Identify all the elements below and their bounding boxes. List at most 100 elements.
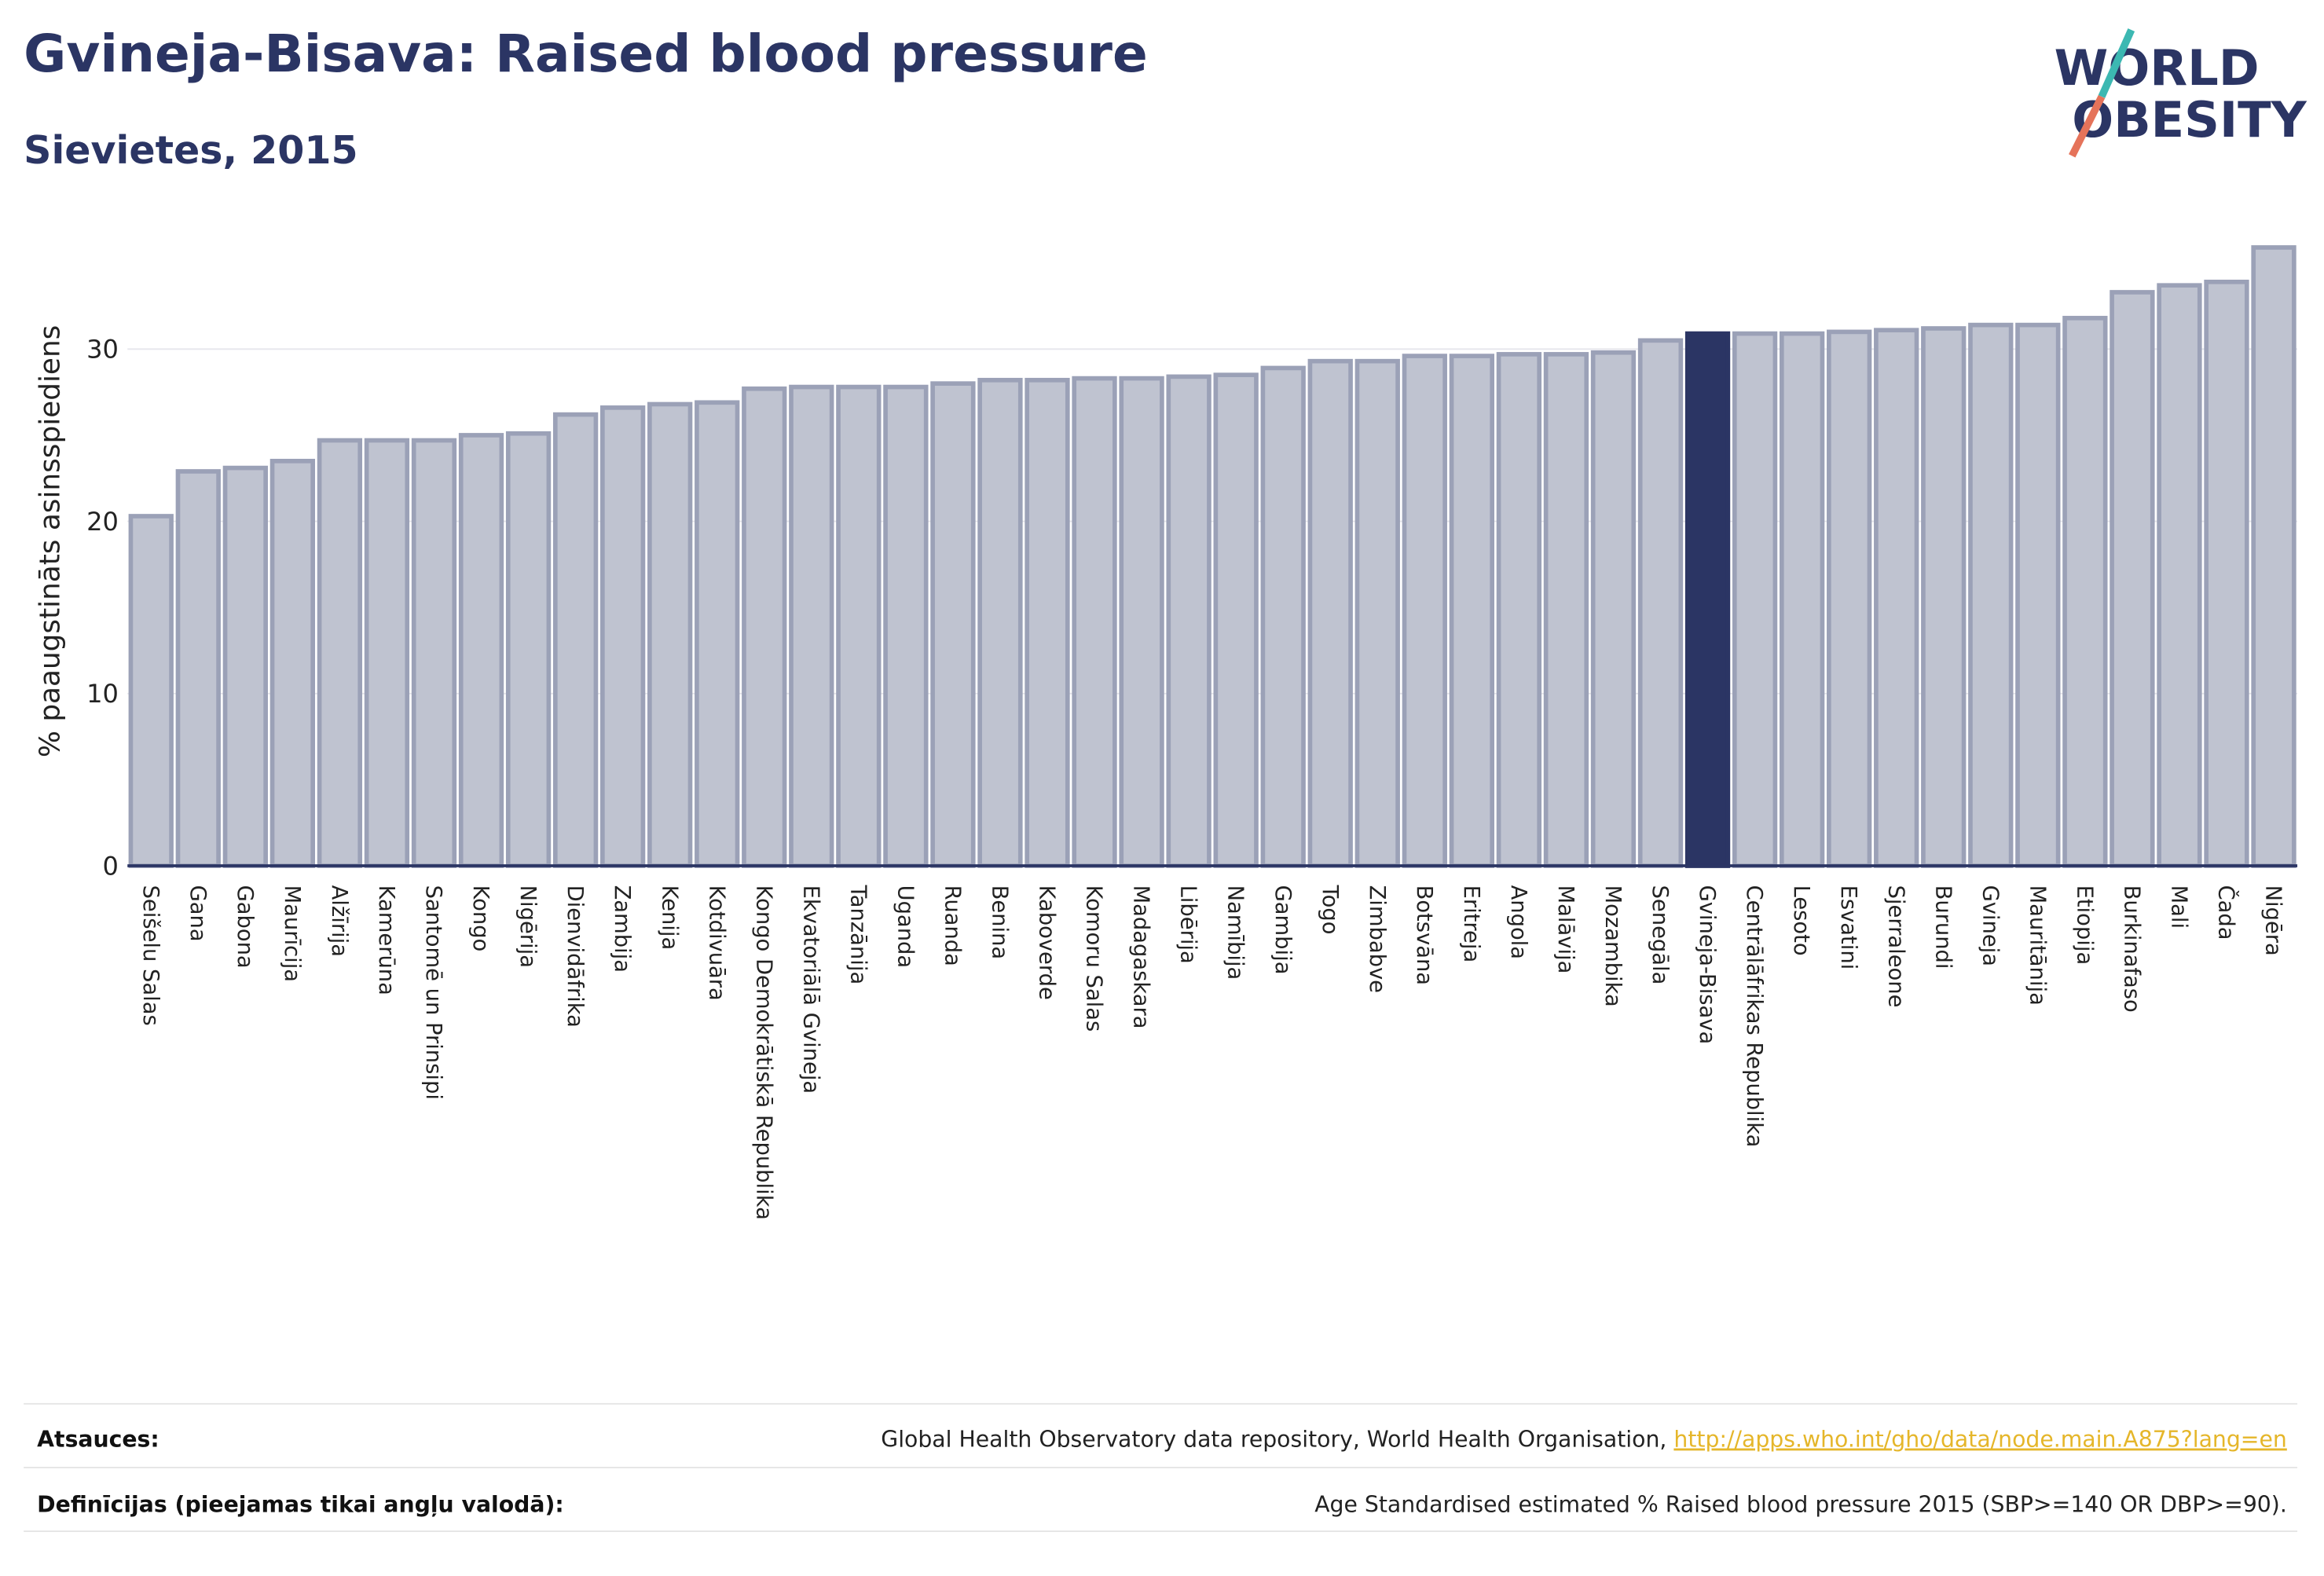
- x-tick-label: Namībija: [1223, 885, 1248, 980]
- x-tick-label: Ekvatoriālā Gvineja: [798, 885, 823, 1094]
- x-tick-label: Libērija: [1176, 885, 1200, 964]
- bar: [1590, 350, 1637, 868]
- chart-subtitle: Sievietes, 2015: [24, 127, 357, 173]
- bar: [2110, 290, 2155, 868]
- bar: [1779, 331, 1825, 868]
- bar: [1072, 376, 1117, 868]
- bar: [836, 384, 882, 868]
- y-axis-title: % paaugstināts asinsspiediens: [34, 325, 66, 757]
- x-tick-label: Etiopija: [2072, 885, 2096, 966]
- x-tick-label: Zambija: [610, 885, 634, 973]
- bar: [1354, 358, 1400, 868]
- x-tick-label: Kaboverde: [1035, 885, 1059, 1000]
- sources: Global Health Observatory data repositor…: [881, 1427, 2287, 1453]
- x-tick-label: Gana: [185, 885, 210, 942]
- x-tick-label: Gambija: [1270, 885, 1295, 975]
- x-tick-label: Mali: [2167, 885, 2191, 929]
- bar: [175, 469, 221, 868]
- bar: [2157, 283, 2202, 868]
- x-tick-label: Benina: [988, 885, 1012, 960]
- y-tick-label: 10: [86, 679, 119, 709]
- x-tick-label: Gabona: [233, 885, 257, 969]
- bar: [1921, 326, 1967, 868]
- sources-label: Atsauces:: [37, 1427, 159, 1453]
- bar: [458, 433, 504, 868]
- logo-line2: OBESITY: [2072, 91, 2307, 148]
- bar: [269, 458, 316, 868]
- bar: [695, 400, 740, 868]
- x-tick-label: Senegāla: [1648, 885, 1672, 985]
- x-tick-label: Nigēra: [2261, 885, 2286, 956]
- bar: [128, 514, 174, 868]
- x-tick-label: Nigērija: [515, 885, 540, 968]
- x-tick-label: Dienvidāfrika: [563, 885, 587, 1028]
- x-tick-label: Zimbabve: [1365, 885, 1389, 993]
- bar: [930, 381, 976, 868]
- x-tick-label: Sjerraleone: [1883, 885, 1908, 1008]
- x-tick-label: Lesoto: [1789, 885, 1813, 956]
- y-tick-label: 0: [103, 851, 119, 881]
- bar: [1874, 328, 1919, 868]
- x-tick-label: Esvatini: [1836, 885, 1860, 970]
- bar: [1402, 354, 1447, 868]
- bar: [552, 412, 599, 868]
- x-tick-label: Angola: [1506, 885, 1530, 959]
- bar: [789, 384, 834, 868]
- bar: [1025, 377, 1070, 868]
- x-tick-label: Kongo: [468, 885, 493, 952]
- y-tick-label: 30: [86, 335, 119, 365]
- sources-text: Global Health Observatory data repositor…: [881, 1427, 1666, 1453]
- bar: [222, 465, 268, 868]
- bar: [1449, 354, 1495, 868]
- bar: [1307, 358, 1353, 868]
- bar: [1968, 322, 2014, 868]
- bar: [1637, 338, 1684, 868]
- chart-title: Gvineja-Bisava: Raised blood pressure: [24, 24, 1148, 84]
- bar: [1166, 374, 1211, 868]
- x-tick-label: Burundi: [1930, 885, 1955, 969]
- bar: [647, 401, 693, 868]
- x-tick-label: Centrālāfrikas Republika: [1742, 885, 1766, 1148]
- x-tick-label: Uganda: [893, 885, 917, 969]
- bar: [977, 377, 1023, 868]
- bar: [2251, 245, 2297, 868]
- bar: [1732, 331, 1778, 868]
- x-tick-label: Kongo Demokrātiskā Republika: [751, 885, 775, 1220]
- y-tick-label: 20: [86, 507, 119, 537]
- bar: [1213, 372, 1259, 868]
- x-tick-label: Alžīrija: [327, 885, 351, 957]
- bar: [883, 384, 929, 868]
- logo-slash: [2069, 94, 2106, 158]
- x-tick-label: Seišelu Salas: [138, 885, 163, 1026]
- x-tick-label: Botsvāna: [1412, 885, 1436, 985]
- x-tick-label: Kamerūna: [374, 885, 398, 995]
- bar: [1827, 329, 1872, 868]
- logo-slash: [2098, 28, 2135, 98]
- bar: [2015, 322, 2061, 868]
- bar: [1260, 365, 1306, 868]
- bar: [2062, 316, 2108, 868]
- x-tick-label: Komoru Salas: [1082, 885, 1106, 1032]
- x-tick-label: Madagaskara: [1129, 885, 1153, 1029]
- bar: [364, 438, 410, 868]
- x-tick-label: Burkinafaso: [2119, 885, 2143, 1013]
- x-tick-label: Gvineja: [1978, 885, 2002, 966]
- bar: [1119, 376, 1164, 868]
- sources-link[interactable]: http://apps.who.int/gho/data/node.main.A…: [1673, 1427, 2286, 1453]
- bar: [1543, 352, 1589, 868]
- x-tick-label: Tanzānija: [845, 885, 870, 985]
- bar: [600, 405, 646, 868]
- x-tick-label: Kenija: [657, 885, 681, 951]
- x-tick-label: Malāvija: [1553, 885, 1578, 974]
- x-tick-label: Ruanda: [940, 885, 964, 966]
- bar: [317, 438, 363, 868]
- bar: [2204, 279, 2249, 868]
- x-tick-label: Gvineja-Bisava: [1695, 885, 1719, 1045]
- bar: [505, 431, 552, 868]
- definitions-label: Definīcijas (pieejamas tikai angļu valod…: [37, 1492, 564, 1518]
- x-tick-label: Togo: [1318, 885, 1342, 935]
- logo-line1: WORLD: [2055, 39, 2260, 97]
- x-tick-label: Čada: [2214, 885, 2239, 940]
